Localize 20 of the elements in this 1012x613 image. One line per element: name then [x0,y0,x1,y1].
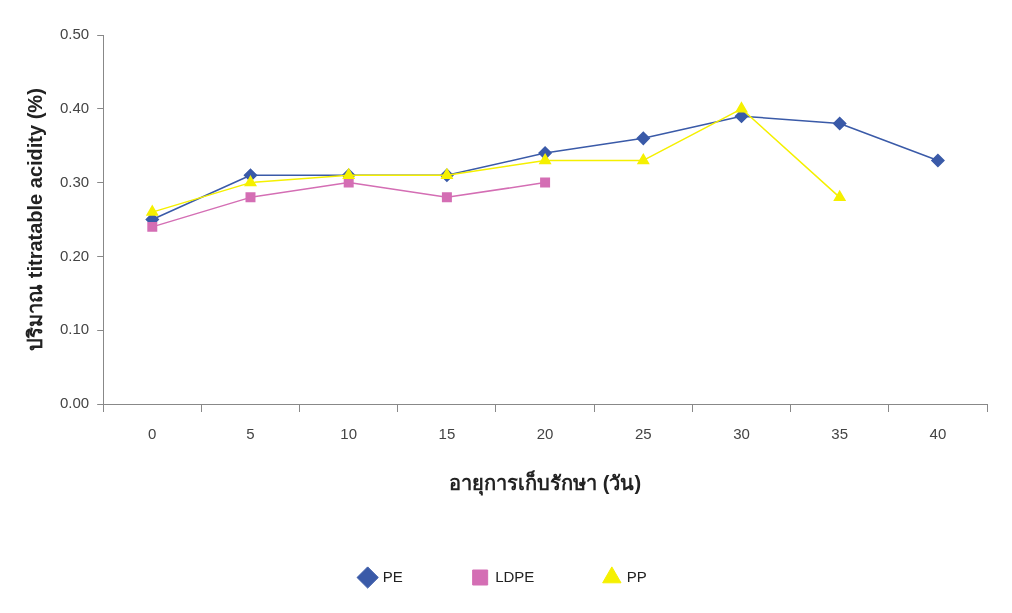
x-tick-label: 35 [831,425,849,443]
y-tick-label: 0.20 [59,246,90,264]
y-tick-label: 0.50 [59,25,90,43]
legend-label: LDPE [495,567,535,585]
x-tick-label: 20 [536,425,554,443]
legend-label: PP [626,567,647,585]
x-tick-label: 0 [148,425,157,443]
x-tick-label: 25 [634,425,652,443]
legend-label: PE [382,567,403,585]
x-tick-label: 10 [340,425,358,443]
x-axis-title: อายุการเก็บรักษา (วัน) [449,469,642,496]
x-tick-label: 30 [733,425,750,443]
y-tick-label: 0.00 [59,394,90,412]
y-axis-title: ปริมาณ titratable acidity (%) [23,88,46,351]
x-tick-label: 40 [929,425,947,443]
y-tick-label: 0.30 [59,172,90,190]
x-tick-label: 15 [438,425,456,443]
x-tick-label: 5 [246,425,255,443]
y-tick-label: 0.10 [59,320,90,338]
y-tick-label: 0.40 [59,98,90,116]
